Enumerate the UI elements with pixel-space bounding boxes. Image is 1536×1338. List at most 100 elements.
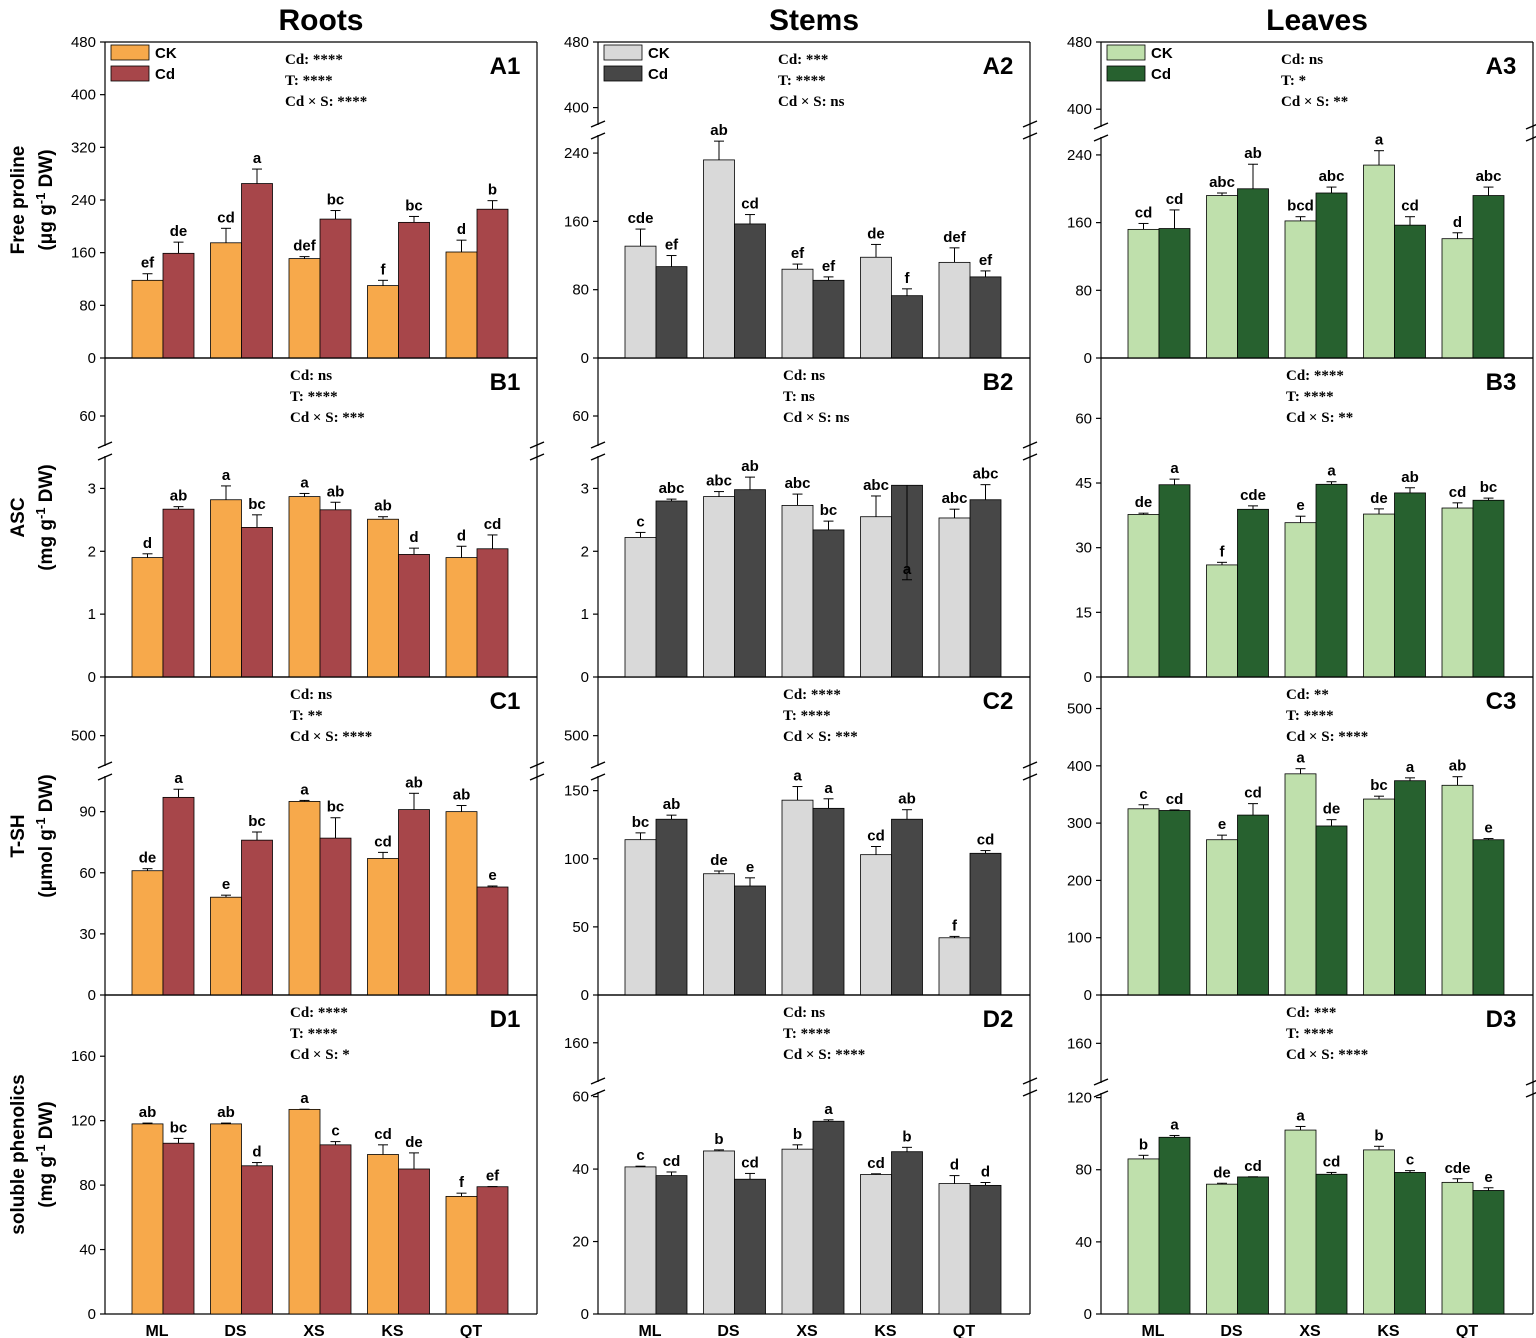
- significance-letter: cd: [374, 1126, 392, 1143]
- y-tick-label: 160: [564, 213, 589, 230]
- bar-cd: [655, 818, 688, 996]
- legend-label: CK: [155, 45, 177, 62]
- significance-letter: a: [824, 1101, 833, 1118]
- bar-cd: [655, 500, 688, 678]
- stat-annotation: T: ****: [1286, 1026, 1334, 1042]
- stat-annotation: Cd: ns: [290, 368, 332, 384]
- significance-letter: def: [943, 229, 967, 246]
- significance-letter: de: [1370, 490, 1388, 507]
- bar-cd: [1315, 192, 1348, 359]
- bar-ck: [781, 268, 814, 359]
- bar-ck: [1363, 513, 1395, 678]
- panel-id: D2: [983, 1006, 1014, 1033]
- legend-label: Cd: [648, 66, 668, 83]
- stat-annotation: Cd: ***: [778, 52, 828, 68]
- significance-letter: a: [1170, 1116, 1179, 1133]
- significance-letter: bc: [327, 192, 345, 209]
- axis-break-mark: [590, 1077, 606, 1085]
- bar-ck: [131, 279, 164, 359]
- bar-cd: [1394, 780, 1426, 996]
- ylabel-unit-part: DW): [36, 149, 57, 192]
- significance-letter: cd: [374, 833, 392, 850]
- y-tick-label: 40: [1075, 1234, 1092, 1251]
- y-tick-label: 400: [1067, 758, 1092, 775]
- bar-cd: [891, 818, 923, 996]
- bar-ck: [288, 496, 321, 678]
- ylabel-unit-part: (μg g: [36, 204, 57, 250]
- significance-letter: de: [1135, 494, 1153, 511]
- y-tick-label: 60: [572, 408, 589, 425]
- stat-annotation: Cd × S: ****: [1286, 1047, 1368, 1063]
- significance-letter: c: [1139, 786, 1147, 803]
- significance-letter: ab: [710, 122, 728, 139]
- stat-annotation: Cd × S: ****: [290, 729, 372, 745]
- significance-letter: e: [1484, 1169, 1492, 1186]
- bar-cd: [319, 509, 352, 678]
- bar-ck: [131, 557, 164, 678]
- bar-cd: [319, 218, 352, 359]
- bar-cd: [476, 1186, 509, 1315]
- axis-break-mark: [1093, 122, 1109, 130]
- bar-ck: [210, 896, 242, 996]
- axis-break-mark: [1022, 453, 1038, 461]
- y-tick-label: 200: [1067, 872, 1092, 889]
- y-tick-label: 400: [1067, 101, 1092, 118]
- x-category-label: QT: [1456, 1323, 1478, 1338]
- axis-break-mark: [97, 773, 113, 781]
- stat-annotation: Cd: **: [1286, 687, 1329, 703]
- panel-id: C3: [1486, 688, 1517, 715]
- stat-annotation: Cd: ****: [783, 687, 841, 703]
- y-tick-label: 30: [79, 926, 96, 943]
- significance-letter: c: [636, 1147, 644, 1164]
- significance-letter: de: [170, 223, 188, 240]
- significance-letter: bc: [1370, 777, 1388, 794]
- stat-annotation: Cd × S: ns: [778, 94, 845, 110]
- ylabel-unit-part: DW): [36, 774, 57, 817]
- bar-ck: [1441, 507, 1474, 678]
- axis-break-mark: [590, 453, 606, 461]
- stat-annotation: T: ****: [783, 708, 831, 724]
- significance-letter: cd: [1135, 204, 1153, 221]
- x-category-label: KS: [381, 1323, 404, 1338]
- significance-letter: b: [1374, 1127, 1383, 1144]
- bar-ck: [131, 1123, 164, 1315]
- y-tick-label: 0: [581, 987, 589, 1004]
- legend-swatch-cd: [1106, 65, 1146, 82]
- x-category-label: KS: [874, 1323, 897, 1338]
- bar-ck: [367, 858, 399, 996]
- stat-annotation: T: ****: [1286, 389, 1334, 405]
- row-ylabel-unit: (μmol g-1 DW): [33, 774, 57, 897]
- y-tick-label: 20: [572, 1234, 589, 1251]
- bar-cd: [655, 266, 688, 359]
- y-tick-label: 80: [1075, 282, 1092, 299]
- bar-ck: [624, 839, 657, 996]
- y-tick-label: 15: [1075, 604, 1092, 621]
- significance-letter: ab: [170, 488, 188, 505]
- significance-letter: cd: [741, 1154, 759, 1171]
- significance-letter: f: [952, 917, 958, 934]
- panel-id: A3: [1486, 53, 1517, 80]
- bar-ck: [367, 1154, 399, 1315]
- bar-cd: [1472, 1190, 1505, 1315]
- bar-ck: [938, 937, 971, 996]
- significance-letter: cd: [663, 1153, 681, 1170]
- significance-letter: ab: [374, 498, 392, 515]
- y-tick-label: 400: [564, 100, 589, 117]
- significance-letter: d: [457, 221, 466, 238]
- bar-ck: [210, 242, 242, 359]
- bar-cd: [1472, 195, 1505, 359]
- row-ylabel-group: ASC(mg g-1 DW): [8, 464, 57, 571]
- axis-break-mark: [1525, 135, 1536, 142]
- significance-letter: cd: [867, 827, 885, 844]
- stat-annotation: T: ****: [783, 1026, 831, 1042]
- significance-letter: ef: [822, 258, 836, 275]
- bar-ck: [1363, 164, 1395, 359]
- y-tick-label: 2: [88, 543, 96, 560]
- significance-letter: de: [1323, 801, 1341, 818]
- y-tick-label: 0: [1084, 669, 1092, 686]
- row-ylabel-title: ASC: [8, 497, 29, 537]
- bar-ck: [781, 1148, 814, 1315]
